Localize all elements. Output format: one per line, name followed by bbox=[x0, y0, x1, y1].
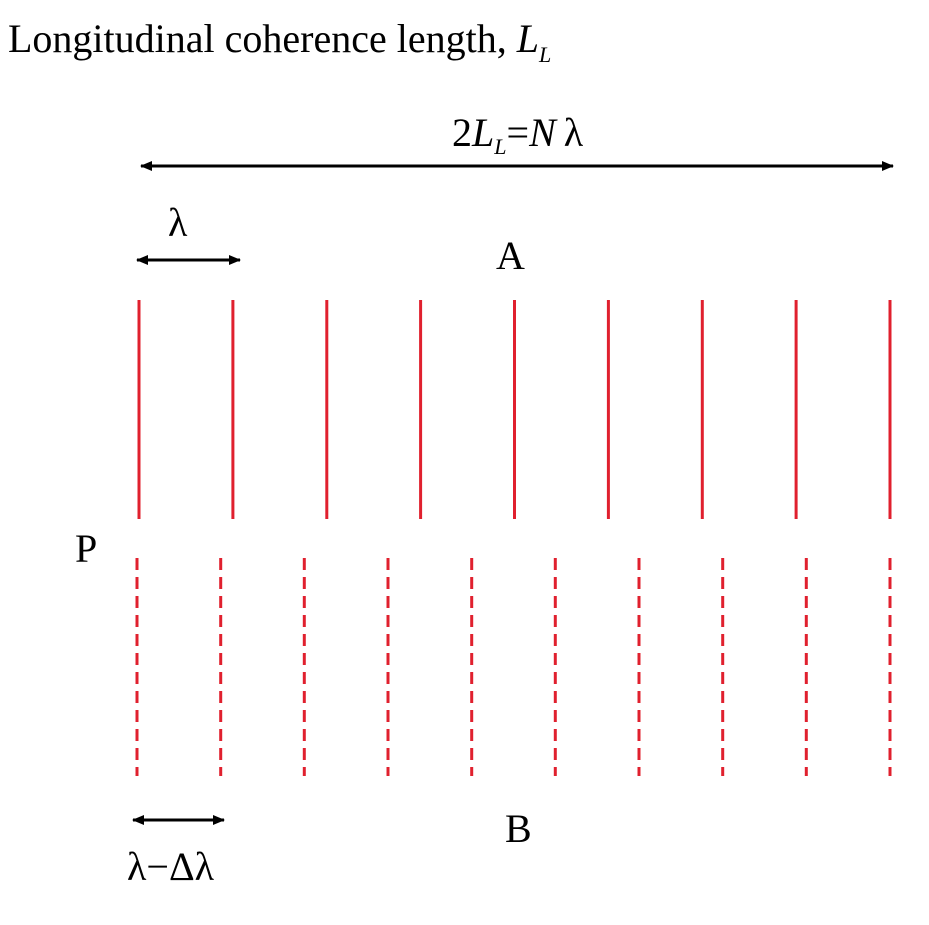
total-length-symbol: L bbox=[471, 110, 494, 155]
total-length-symbol-subscript: L bbox=[493, 134, 506, 159]
wave-b-wavefronts bbox=[135, 558, 892, 776]
title-symbol-subscript: L bbox=[538, 42, 551, 67]
lambda-minus-delta-label: λ−Δλ bbox=[127, 844, 215, 889]
title-symbol: L bbox=[516, 16, 539, 61]
diagram-title: Longitudinal coherence length, LL bbox=[8, 16, 551, 67]
lambda-label: λ bbox=[168, 200, 188, 245]
wave-a-label: A bbox=[496, 233, 525, 278]
total-length-lambda: λ bbox=[564, 110, 584, 155]
total-length-equals: = bbox=[507, 110, 530, 155]
total-length-prefix: 2 bbox=[452, 110, 472, 155]
total-length-n: N bbox=[528, 110, 558, 155]
total-length-label: 2LL=N λ bbox=[452, 110, 584, 159]
wave-b-label: B bbox=[505, 806, 532, 851]
title-text: Longitudinal coherence length, bbox=[8, 16, 517, 61]
wave-a-wavefronts bbox=[137, 300, 892, 519]
point-p-label: P bbox=[75, 526, 97, 571]
